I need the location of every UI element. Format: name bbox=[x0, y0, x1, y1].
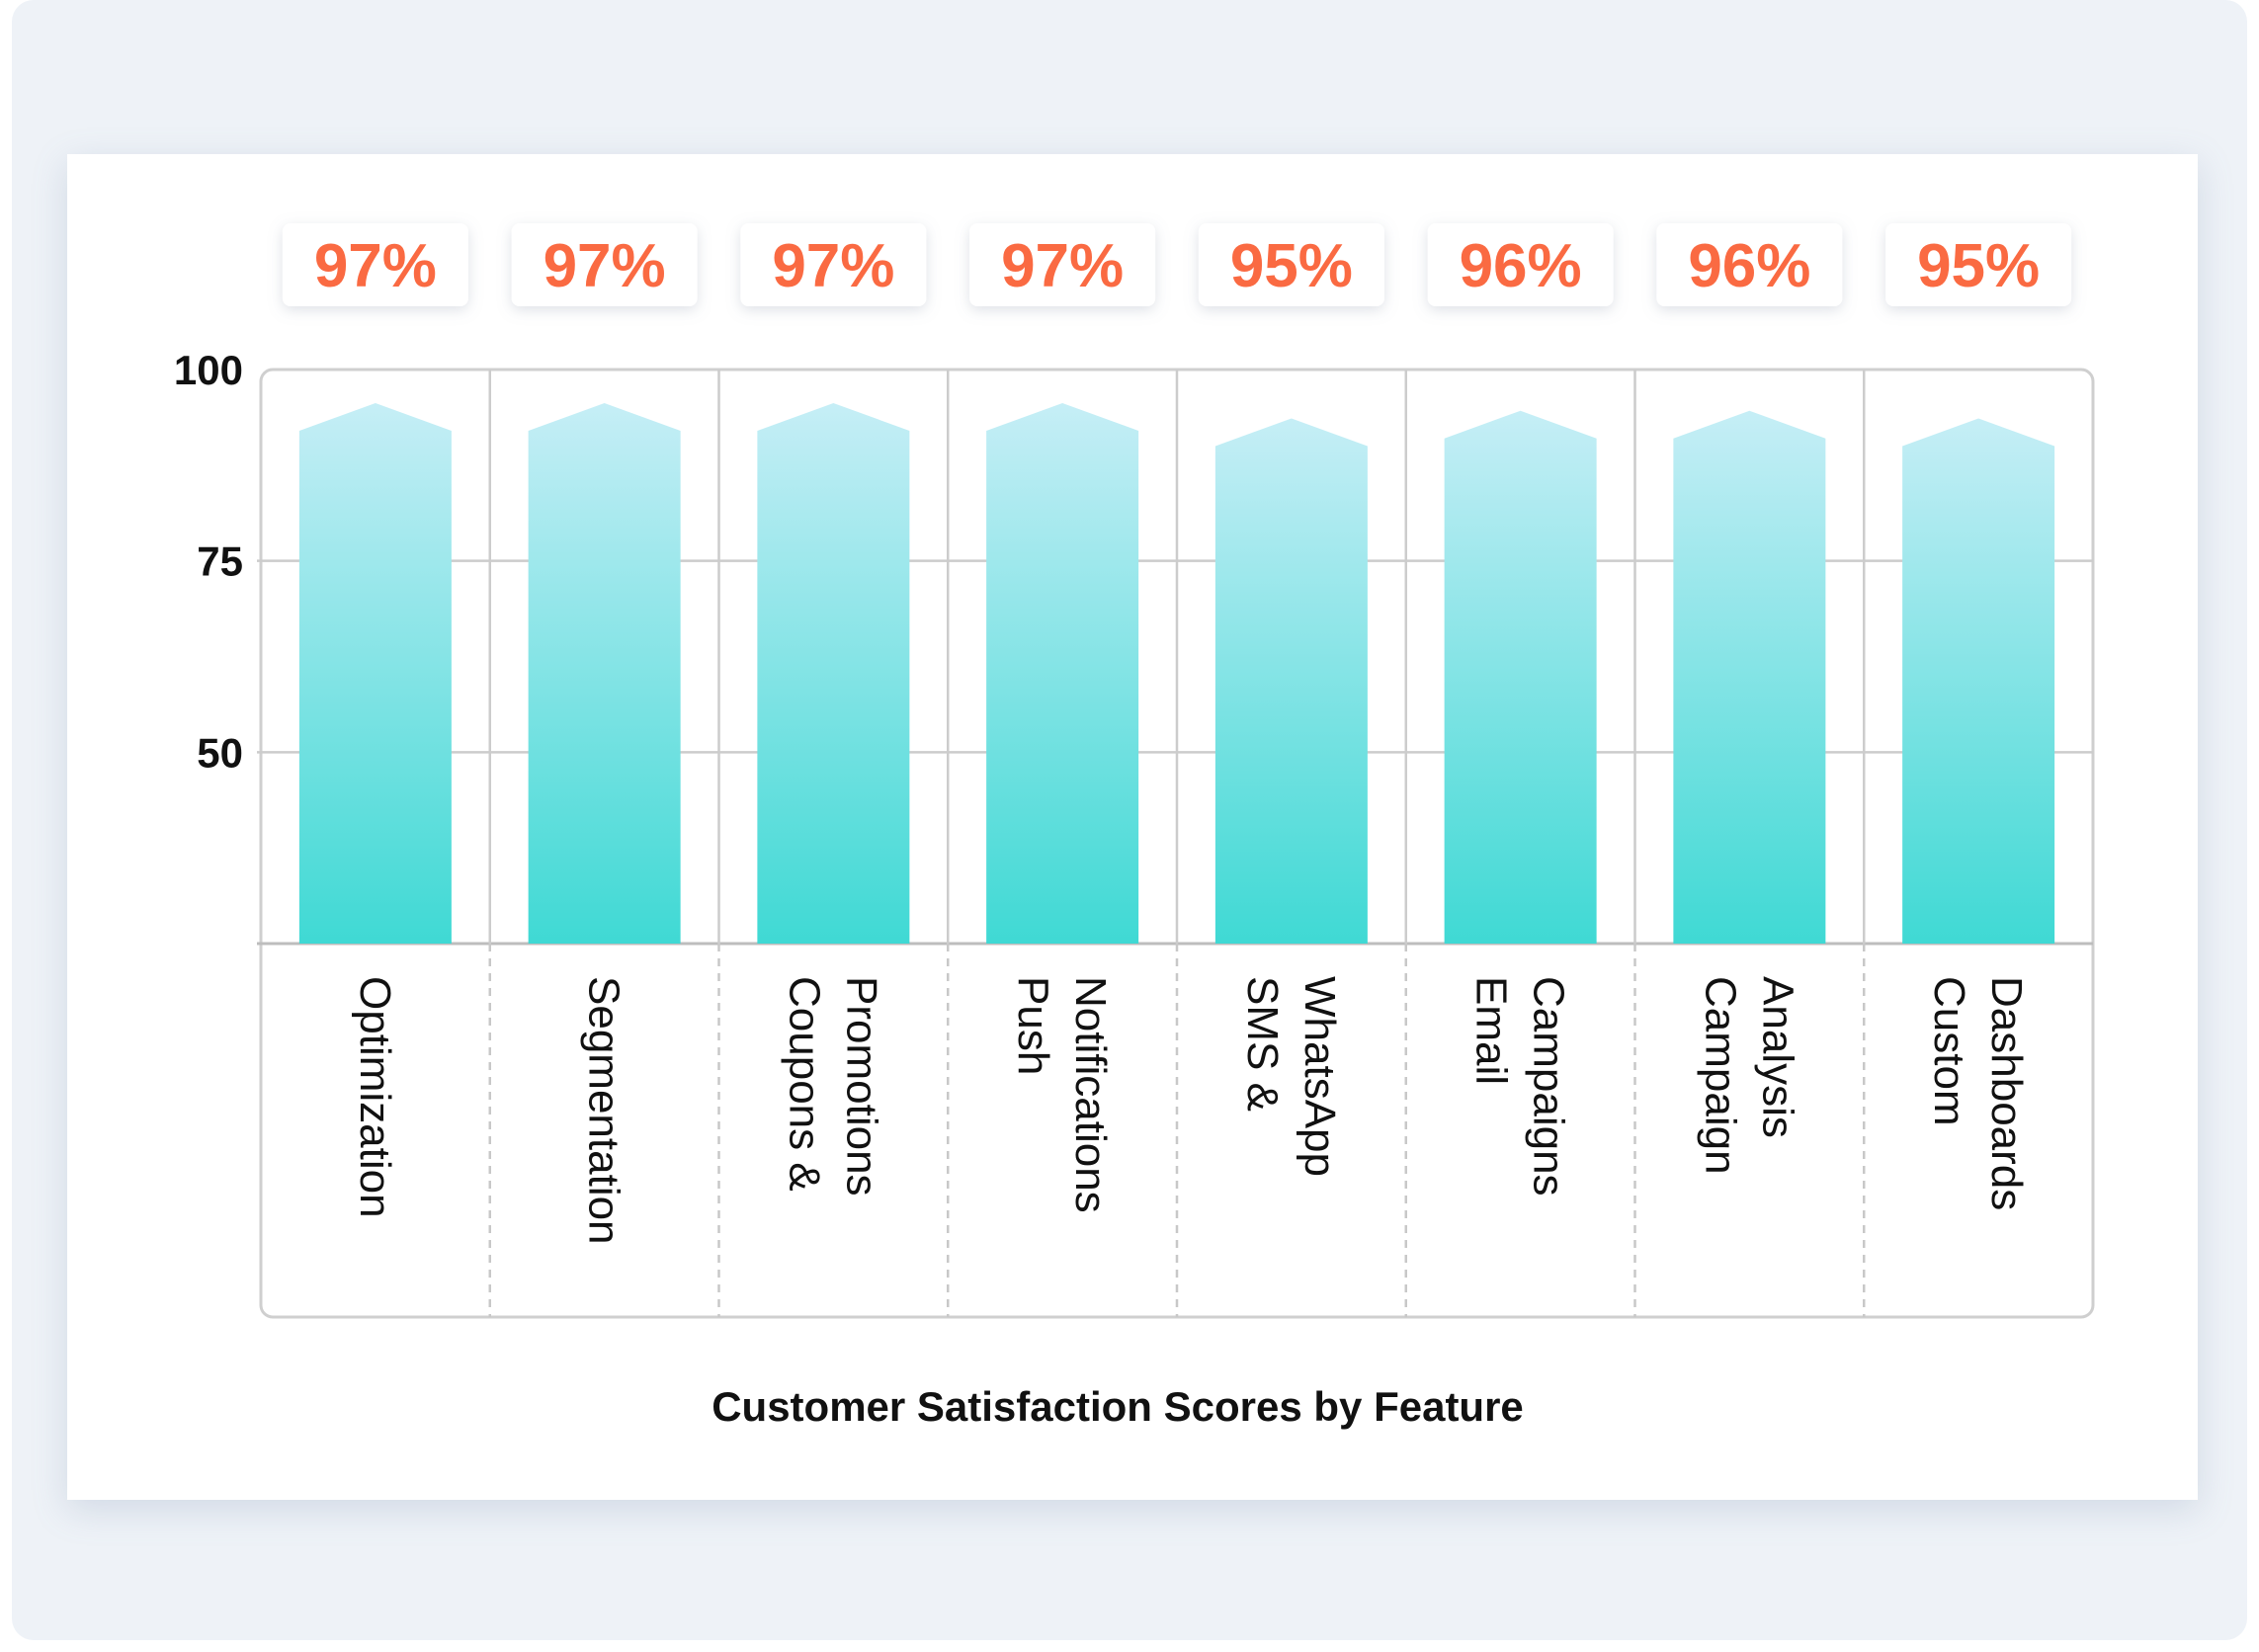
category-label-line: Campaign bbox=[1696, 976, 1744, 1175]
value-label: 95% bbox=[1230, 232, 1353, 300]
category-label: Email Campaigns bbox=[1467, 976, 1573, 1197]
bars bbox=[298, 402, 2055, 945]
category-label-line: Notifications bbox=[1066, 976, 1115, 1213]
value-badge bbox=[1198, 223, 1384, 306]
category-label: Custom Dashboards bbox=[1925, 976, 2031, 1210]
category-label-line: Campaigns bbox=[1525, 976, 1573, 1197]
category-label-line: Dashboards bbox=[1982, 976, 2031, 1210]
category-label-line: Optimization bbox=[351, 976, 399, 1218]
bar bbox=[986, 402, 1139, 944]
value-labels: 97% 97% 97% 97% 95% 96% 96% 95% bbox=[282, 223, 2072, 306]
category-label: Coupons & Promotions bbox=[780, 976, 885, 1197]
value-badge bbox=[969, 223, 1156, 306]
category-label-line: Segmentation bbox=[580, 976, 628, 1245]
bar bbox=[298, 402, 452, 944]
y-axis: 100 75 50 bbox=[174, 347, 243, 776]
category-label-line: SMS & bbox=[1238, 976, 1287, 1112]
y-tick-label: 50 bbox=[197, 729, 243, 776]
category-label-line: Coupons & bbox=[780, 976, 828, 1192]
category-label-line: WhatsApp bbox=[1296, 976, 1344, 1177]
bar bbox=[757, 402, 910, 944]
value-label: 97% bbox=[1001, 232, 1124, 300]
category-label: Campaign Analysis bbox=[1696, 976, 1801, 1175]
value-badge bbox=[1885, 223, 2072, 306]
category-label: Push Notifications bbox=[1009, 976, 1115, 1213]
value-label: 97% bbox=[314, 232, 437, 300]
category-label: Optimization bbox=[351, 976, 399, 1218]
value-label: 97% bbox=[544, 232, 666, 300]
bar bbox=[1902, 418, 2055, 944]
value-badge bbox=[1427, 223, 1614, 306]
y-tick-label: 75 bbox=[197, 538, 243, 585]
bar bbox=[528, 402, 681, 944]
category-label-line: Analysis bbox=[1753, 976, 1801, 1138]
category-label-line: Email bbox=[1467, 976, 1516, 1085]
category-label-line: Push bbox=[1009, 976, 1057, 1075]
category-label: SMS & WhatsApp bbox=[1238, 976, 1344, 1177]
category-labels: Optimization Segmentation Coupons & Promoti… bbox=[351, 976, 2031, 1245]
value-label: 95% bbox=[1917, 232, 2040, 300]
value-badge bbox=[740, 223, 927, 306]
value-badge bbox=[282, 223, 468, 306]
value-badge bbox=[1656, 223, 1843, 306]
bar bbox=[1214, 418, 1368, 944]
value-label: 96% bbox=[1460, 232, 1582, 300]
value-label: 97% bbox=[772, 232, 894, 300]
chart-title: Customer Satisfaction Scores by Feature bbox=[711, 1383, 1524, 1430]
category-label-line: Promotions bbox=[837, 976, 885, 1197]
category-label-line: Custom bbox=[1925, 976, 1973, 1126]
value-badge bbox=[511, 223, 698, 306]
value-label: 96% bbox=[1688, 232, 1810, 300]
bar bbox=[1673, 410, 1826, 945]
bar bbox=[1444, 410, 1597, 945]
category-label: Segmentation bbox=[580, 976, 628, 1245]
y-tick-label: 100 bbox=[174, 347, 243, 393]
